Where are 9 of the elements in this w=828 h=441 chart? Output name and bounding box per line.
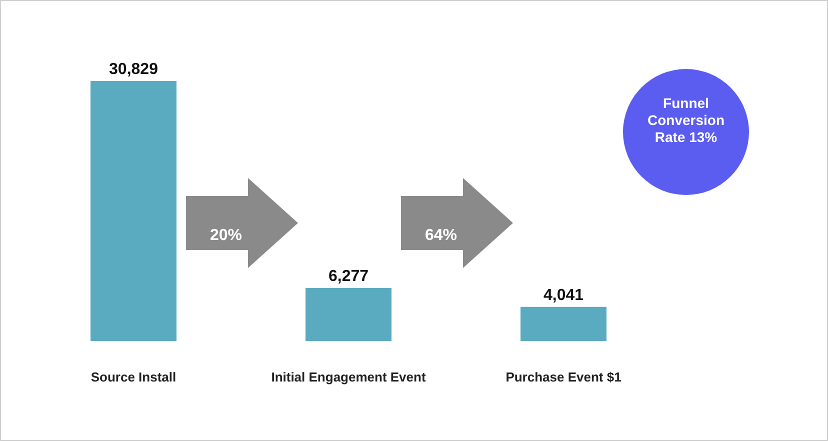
annotation: 64% bbox=[424, 227, 458, 245]
data-label: 6,277 bbox=[328, 268, 369, 286]
x-tick-label: Initial Engagement Event bbox=[271, 370, 426, 384]
annotation: Funnel Conversion Rate 13% bbox=[646, 95, 726, 146]
data-label: 4,041 bbox=[543, 286, 584, 304]
annotation: 20% bbox=[208, 227, 244, 245]
data-label: 30,829 bbox=[109, 61, 158, 78]
x-tick-label: Purchase Event $1 bbox=[506, 370, 622, 384]
x-tick-label: Source Install bbox=[90, 370, 176, 384]
